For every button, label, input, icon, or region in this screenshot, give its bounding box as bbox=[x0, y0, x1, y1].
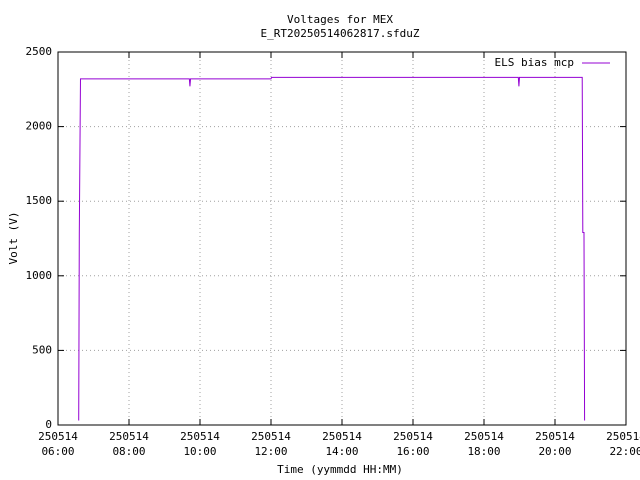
data-line bbox=[78, 76, 586, 421]
chart-title: Voltages for MEX bbox=[287, 13, 393, 26]
x-tick-label: 250514 06:00 bbox=[38, 430, 78, 458]
x-tick-label: 250514 16:00 bbox=[393, 430, 433, 458]
legend-label: ELS bias mcp bbox=[495, 56, 574, 69]
chart-subtitle: E_RT20250514062817.sfduZ bbox=[261, 27, 420, 40]
y-tick-label: 2000 bbox=[26, 120, 53, 133]
x-tick-label: 250514 20:00 bbox=[535, 430, 575, 458]
y-tick-label: 2500 bbox=[26, 45, 53, 58]
x-tick-label: 250514 14:00 bbox=[322, 430, 362, 458]
x-tick-label: 250514 18:00 bbox=[464, 430, 504, 458]
y-tick-label: 1500 bbox=[26, 194, 53, 207]
y-tick-label: 0 bbox=[45, 418, 52, 431]
y-tick-label: 500 bbox=[32, 343, 52, 356]
x-tick-label: 25051422:00 bbox=[606, 430, 640, 458]
x-tick-label: 250514 12:00 bbox=[251, 430, 291, 458]
x-tick-label: 250514 10:00 bbox=[180, 430, 220, 458]
x-tick-label: 250514 08:00 bbox=[109, 430, 149, 458]
plot-frame bbox=[57, 51, 627, 426]
y-tick-label: 1000 bbox=[26, 269, 53, 282]
y-axis-label: Volt (V) bbox=[7, 212, 20, 265]
x-axis-label: Time (yymmdd HH:MM) bbox=[277, 463, 403, 476]
